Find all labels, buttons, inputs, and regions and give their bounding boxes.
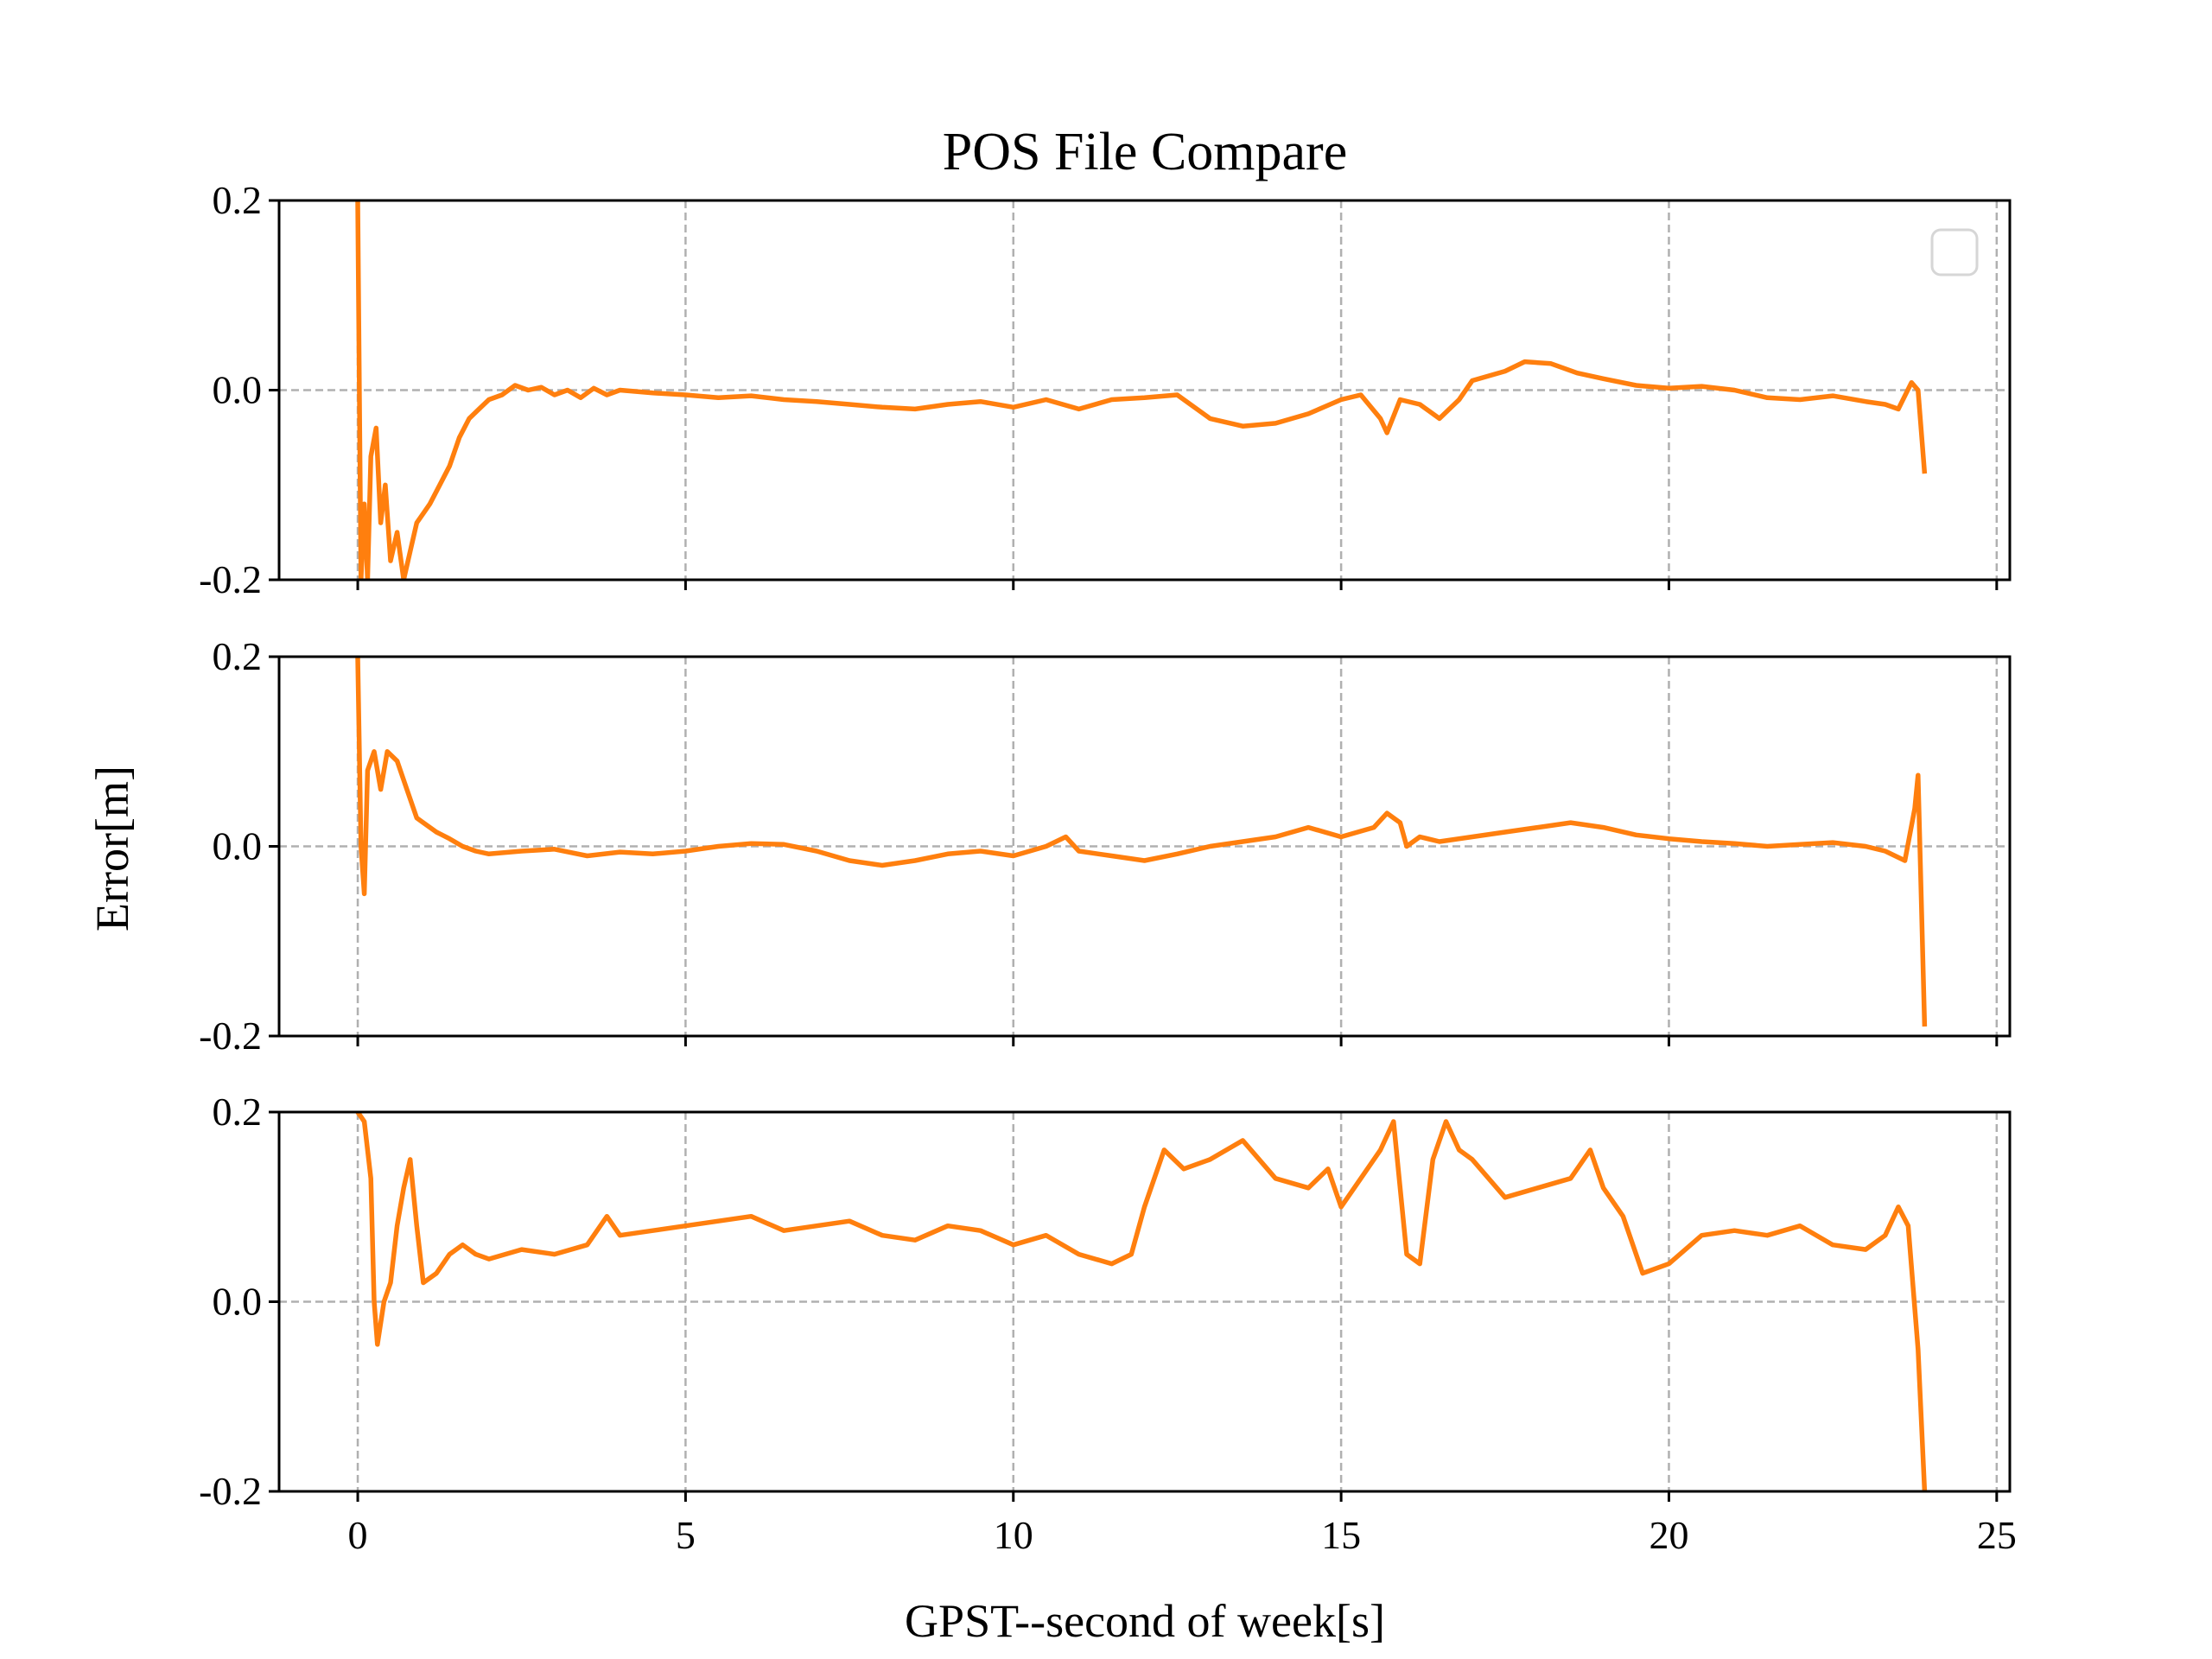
x-tick-label: 20	[1649, 1513, 1688, 1557]
y-tick-label: 0.0	[213, 824, 263, 868]
y-axis-label: Error[m]	[86, 766, 138, 931]
y-tick-label: 0.2	[213, 178, 263, 222]
subplots: 0.2 0.0 -0.2 0.2 0.0 -0.2 0.2 0.0 -0.2 0 5 10 15 20 25	[199, 178, 2017, 1557]
x-tick-label: 25	[1977, 1513, 2017, 1557]
legend-box	[1930, 228, 1979, 276]
y-tick-label: -0.2	[199, 1469, 262, 1513]
y-tick-label: 0.0	[213, 1280, 263, 1324]
series-line	[355, 657, 1928, 1027]
x-axis-label: GPST--second of week[s]	[905, 1595, 1385, 1647]
subplot-3: 0.2 0.0 -0.2 0 5 10 15 20 25	[199, 1090, 2017, 1557]
y-tick-label: 0.2	[213, 1090, 263, 1134]
y-tick-label: -0.2	[199, 557, 262, 601]
x-tick-label: 10	[994, 1513, 1033, 1557]
subplot-1: 0.2 0.0 -0.2	[199, 178, 2012, 601]
y-tick-label: -0.2	[199, 1014, 262, 1058]
x-tick-label: 0	[348, 1513, 368, 1557]
x-tick-label: 5	[676, 1513, 696, 1557]
chart-title: POS File Compare	[943, 123, 1347, 181]
series-line	[355, 200, 1928, 580]
x-tick-label: 15	[1321, 1513, 1361, 1557]
y-tick-label: 0.0	[213, 368, 263, 412]
y-tick-label: 0.2	[213, 634, 263, 678]
subplot-2: 0.2 0.0 -0.2	[199, 634, 2012, 1058]
series-line	[355, 1112, 1928, 1491]
